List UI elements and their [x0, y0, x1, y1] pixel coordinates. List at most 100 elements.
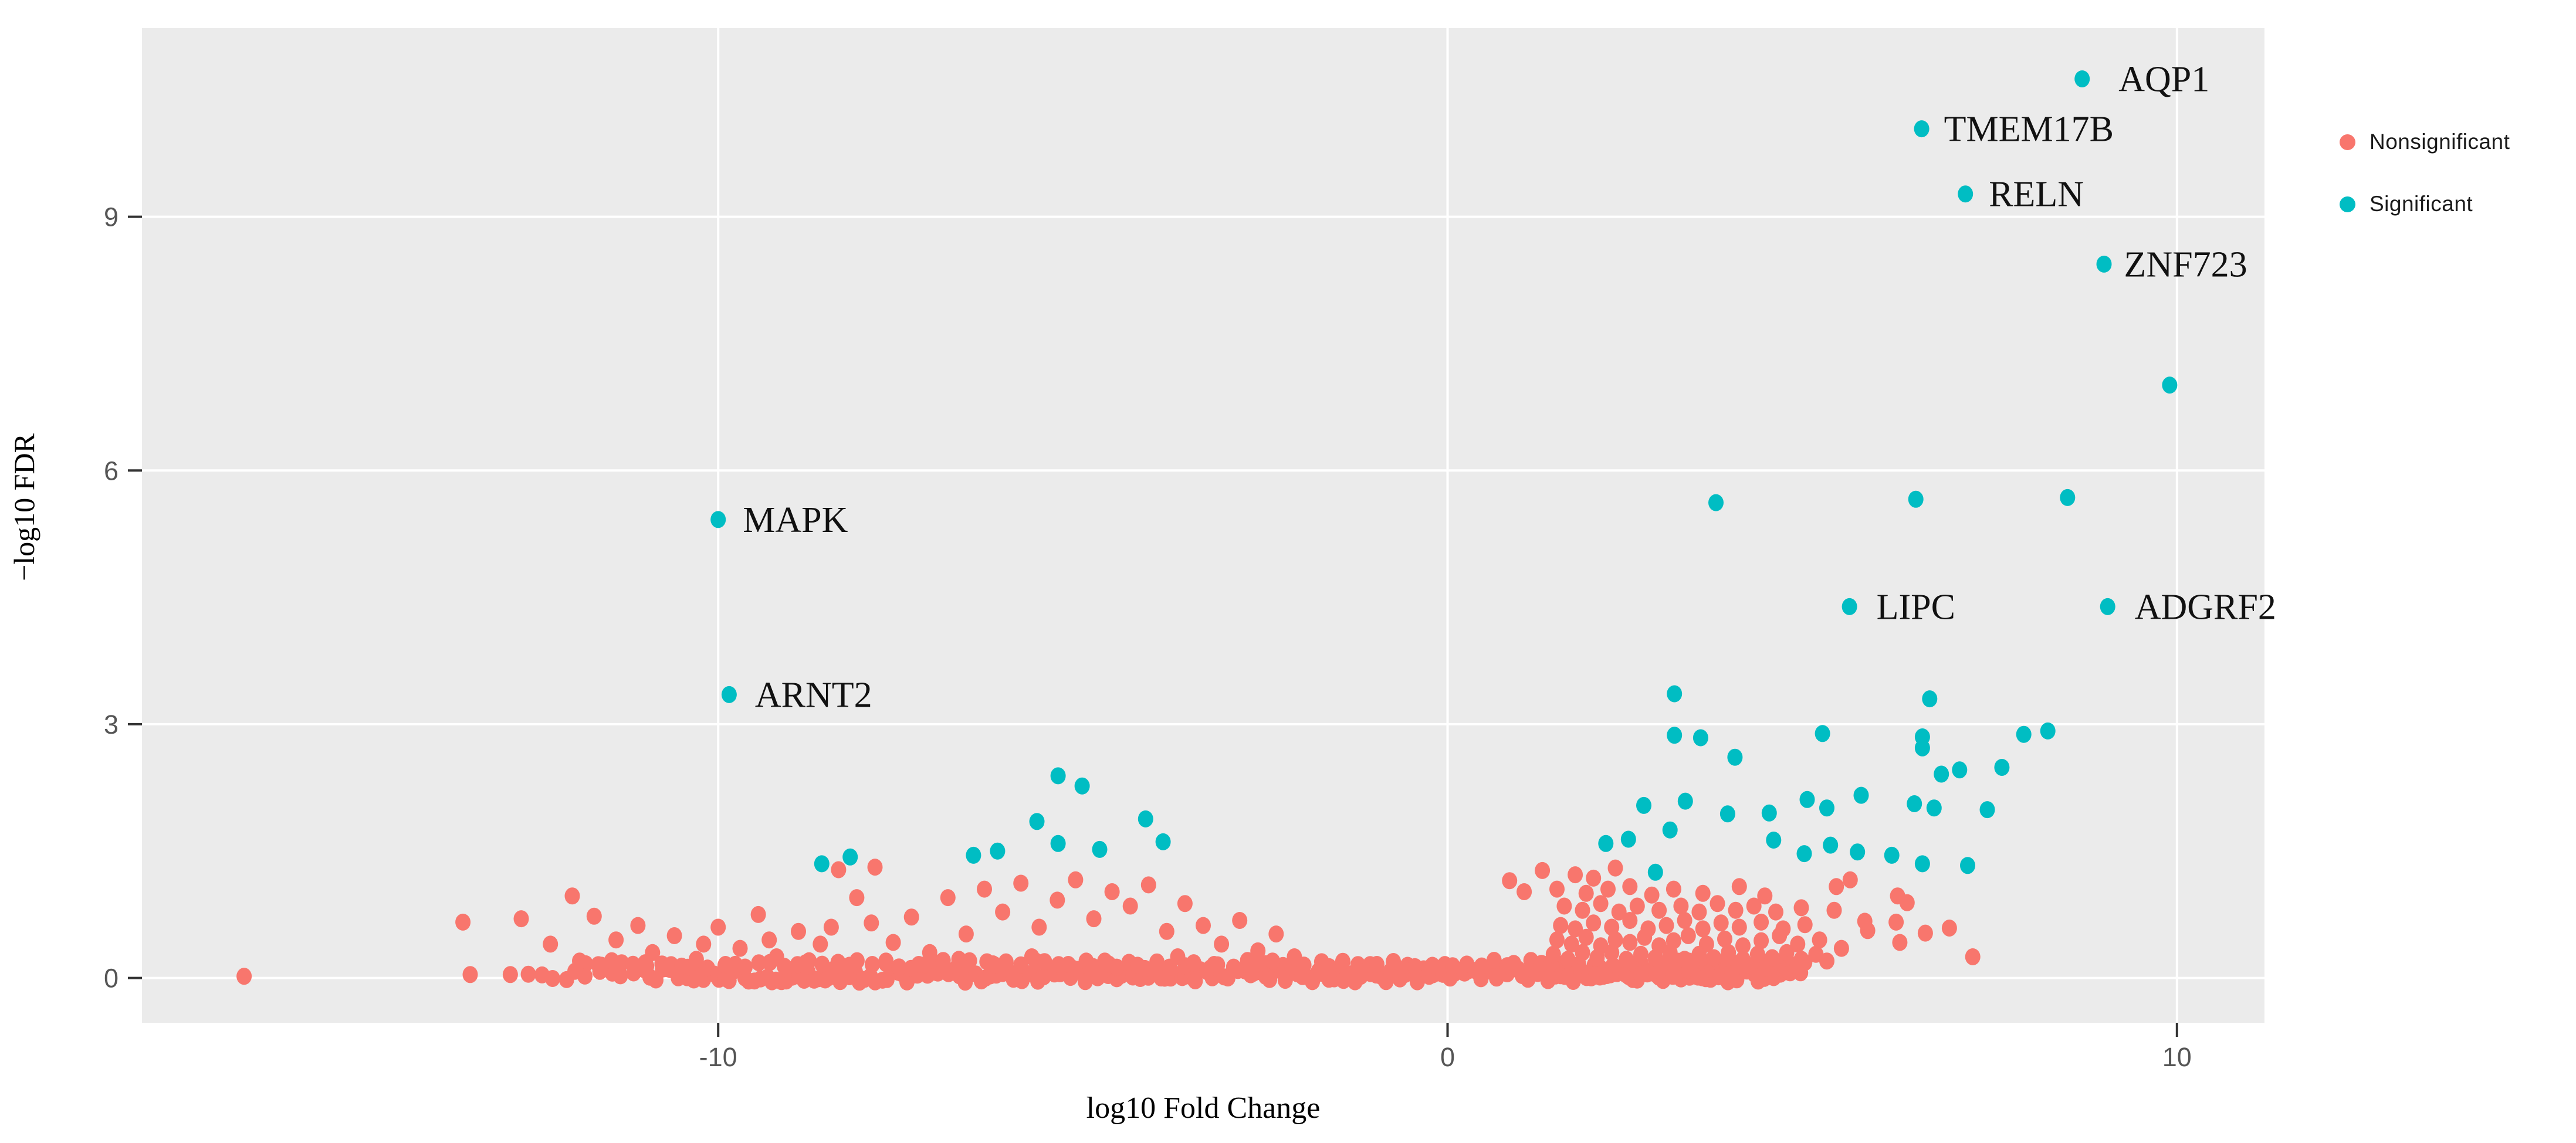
nonsignificant-point: [594, 957, 610, 974]
nonsignificant-point: [995, 903, 1011, 921]
significant-point: [1677, 792, 1693, 810]
nonsignificant-point: [1706, 949, 1722, 966]
nonsignificant-point: [1206, 956, 1222, 973]
legend-label-nonsignificant: Nonsignificant: [2369, 130, 2510, 154]
nonsignificant-point: [1287, 948, 1302, 965]
nonsignificant-point: [614, 954, 629, 972]
nonsignificant-point: [911, 956, 927, 973]
significant-point: [2162, 377, 2178, 394]
y-axis-title: −log10 FDR: [8, 433, 40, 581]
nonsignificant-point: [1568, 920, 1583, 938]
nonsignificant-point: [1575, 901, 1590, 919]
nonsignificant-point: [1644, 886, 1660, 904]
nonsignificant-point: [1607, 859, 1623, 877]
nonsignificant-point: [1731, 878, 1747, 896]
significant-point: [990, 842, 1006, 860]
nonsignificant-point: [1535, 862, 1551, 879]
nonsignificant-point: [1728, 901, 1744, 919]
significant-point: [1050, 835, 1066, 852]
y-tick-label: 3: [104, 710, 119, 740]
nonsignificant-point: [958, 925, 974, 943]
nonsignificant-point: [1196, 917, 1211, 934]
nonsignificant-point: [1586, 869, 1602, 887]
nonsignificant-point: [1459, 955, 1475, 973]
nonsignificant-point: [1268, 925, 1284, 943]
nonsignificant-point: [462, 966, 478, 983]
nonsignificant-point: [1917, 924, 1933, 942]
nonsignificant-point: [1250, 942, 1266, 959]
x-tick-label: 0: [1440, 1042, 1455, 1072]
labeled-significant-point: [710, 511, 726, 528]
nonsignificant-point: [1517, 883, 1532, 900]
nonsignificant-point: [1691, 903, 1707, 921]
nonsignificant-point: [1819, 952, 1834, 970]
nonsignificant-point: [1350, 956, 1366, 974]
nonsignificant-point: [1050, 891, 1065, 909]
nonsignificant-point: [1407, 958, 1423, 975]
significant-point: [1979, 801, 1995, 819]
labeled-significant-point: [2100, 598, 2115, 615]
nonsignificant-point: [1013, 874, 1029, 892]
nonsignificant-point: [1086, 910, 1102, 928]
nonsignificant-point: [1589, 949, 1605, 966]
nonsignificant-point: [1556, 897, 1572, 915]
nonsignificant-point: [878, 952, 894, 970]
nonsignificant-point: [1680, 927, 1696, 944]
nonsignificant-point: [1024, 948, 1040, 965]
nonsignificant-dot-icon: [2340, 134, 2355, 150]
nonsignificant-point: [1735, 951, 1751, 968]
significant-point: [1708, 494, 1724, 511]
nonsignificant-point: [236, 968, 252, 985]
significant-point: [1155, 833, 1171, 850]
significant-point: [1850, 843, 1866, 861]
significant-point: [1138, 810, 1153, 827]
nonsignificant-point: [1232, 912, 1248, 929]
legend-entry-significant: Significant: [2340, 188, 2473, 220]
nonsignificant-point: [1622, 878, 1638, 896]
nonsignificant-point: [1563, 935, 1579, 953]
nonsignificant-point: [1214, 935, 1230, 953]
nonsignificant-point: [940, 889, 956, 907]
nonsignificant-point: [1749, 945, 1765, 963]
x-tick-label: 10: [2162, 1042, 2192, 1072]
nonsignificant-point: [1857, 913, 1873, 930]
nonsignificant-point: [455, 913, 471, 931]
nonsignificant-point: [1068, 871, 1084, 888]
nonsignificant-point: [1842, 871, 1858, 888]
nonsignificant-point: [1553, 917, 1569, 934]
nonsignificant-point: [1735, 937, 1751, 955]
labeled-significant-point: [721, 686, 737, 703]
significant-point: [2040, 722, 2056, 740]
significant-point: [1662, 821, 1678, 839]
nonsignificant-point: [1593, 895, 1609, 913]
nonsignificant-point: [1662, 944, 1678, 961]
significant-point: [1934, 765, 1949, 783]
nonsignificant-point: [737, 958, 753, 976]
nonsignificant-point: [1754, 932, 1769, 949]
nonsignificant-point: [849, 889, 865, 907]
nonsignificant-point: [1186, 954, 1201, 972]
nonsignificant-point: [1622, 934, 1638, 951]
significant-point: [1994, 759, 2010, 776]
nonsignificant-point: [1833, 940, 1849, 957]
nonsignificant-point: [1754, 913, 1769, 931]
nonsignificant-point: [1149, 953, 1165, 971]
nonsignificant-point: [1695, 884, 1711, 902]
nonsignificant-point: [885, 934, 901, 951]
nonsignificant-point: [674, 957, 689, 975]
y-tick-label: 0: [104, 964, 119, 993]
significant-point: [1667, 727, 1683, 744]
nonsignificant-point: [612, 967, 628, 985]
significant-point: [1907, 795, 1922, 812]
nonsignificant-point: [935, 952, 951, 969]
nonsignificant-point: [830, 954, 846, 971]
nonsignificant-point: [543, 935, 558, 953]
significant-point: [1819, 799, 1834, 817]
nonsignificant-point: [1369, 956, 1385, 973]
significant-point: [1884, 846, 1900, 864]
nonsignificant-point: [1611, 903, 1627, 921]
significant-point: [1908, 490, 1924, 508]
nonsignificant-point: [637, 954, 653, 972]
